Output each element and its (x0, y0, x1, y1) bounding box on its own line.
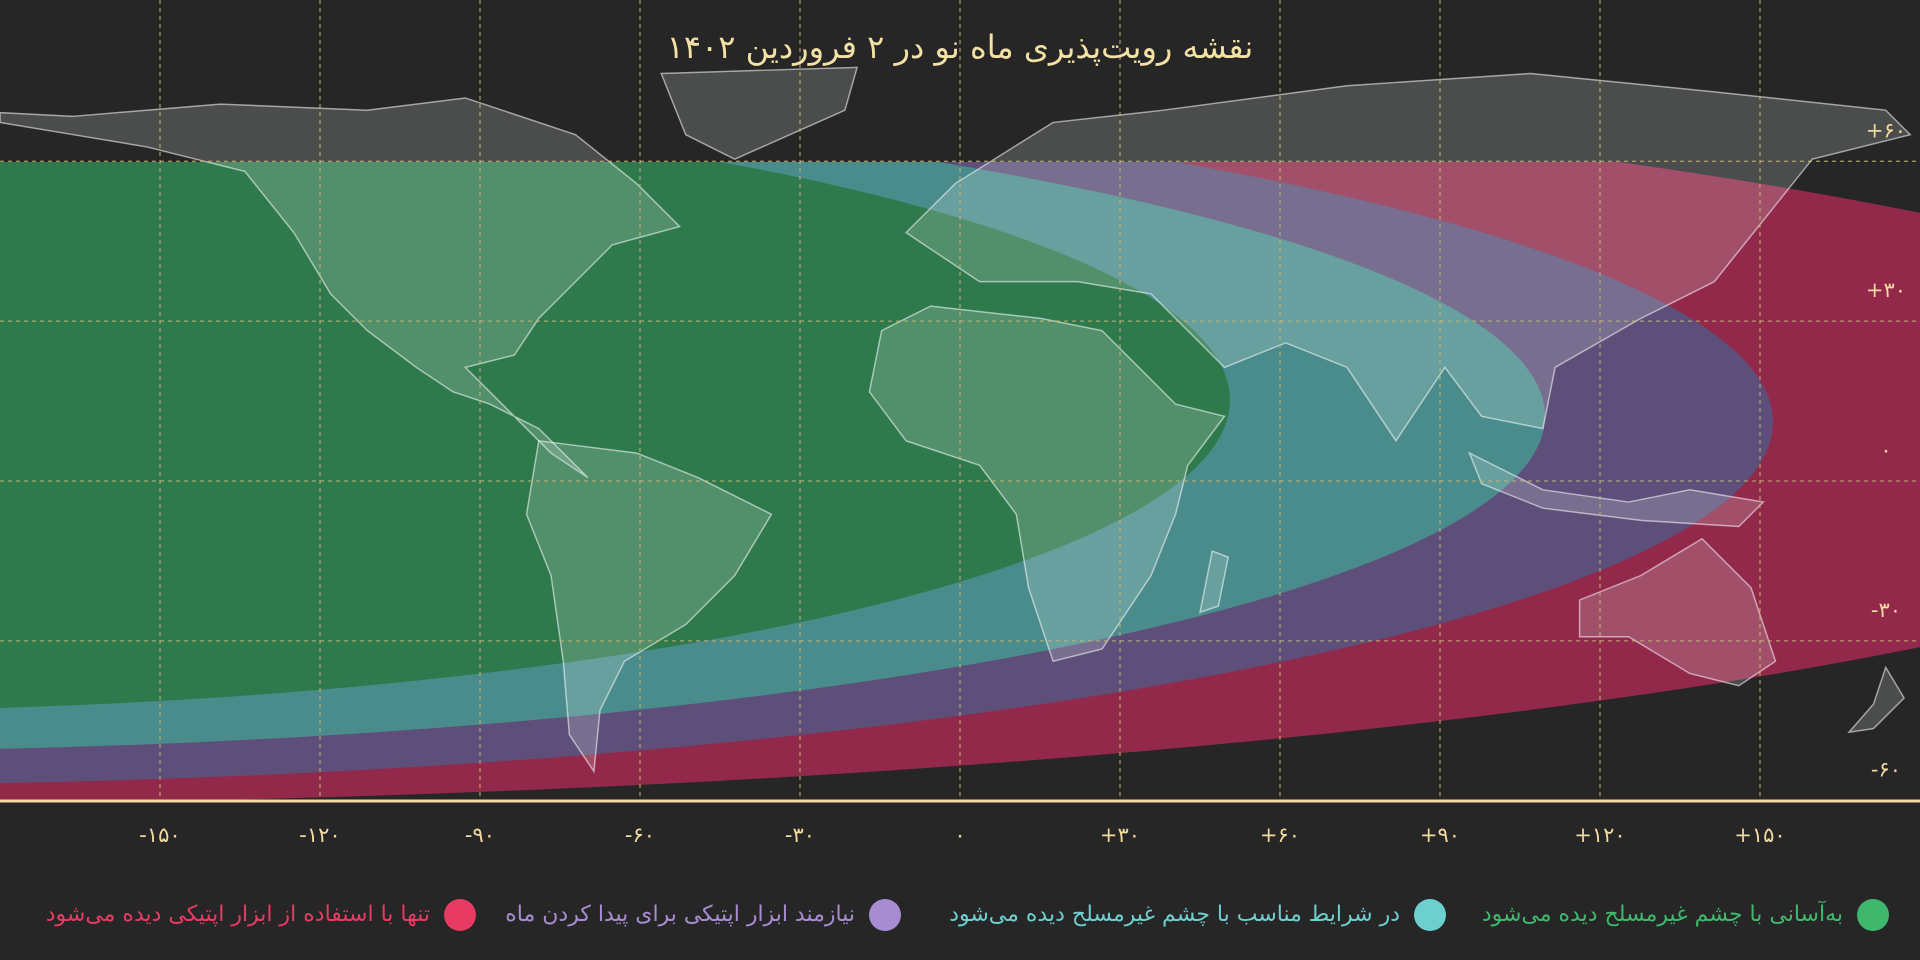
longitude-tick-label: +۹۰ (1420, 823, 1460, 847)
zone-easy (0, 162, 1230, 708)
longitude-tick-label: +۳۰ (1100, 823, 1140, 847)
north-america (0, 97, 682, 479)
legend-label: نیازمند ابزار اپتیکی برای پیدا کردن ماه (505, 902, 855, 927)
longitude-tick-label: +۱۲۰ (1574, 823, 1625, 847)
madagascar (1199, 550, 1230, 614)
latitude-tick-label: +۳۰ (1866, 278, 1906, 302)
latitude-tick-label: -۳۰ (1871, 598, 1901, 622)
longitude-tick-label: -۹۰ (465, 823, 495, 847)
legend-swatch (1414, 899, 1446, 931)
greenland (660, 66, 859, 160)
legend-label: به‌آسانی با چشم غیرمسلح دیده می‌شود (1482, 900, 1843, 927)
longitude-tick-label: -۶۰ (625, 823, 655, 847)
longitude-tick-label: ۰ (954, 823, 965, 847)
legend-label: تنها با استفاده از ابزار اپتیکی دیده می‌… (46, 902, 430, 927)
australia (1578, 537, 1777, 687)
legend-label: در شرایط مناسب با چشم غیرمسلح دیده می‌شو… (949, 902, 1400, 927)
legend-swatch (444, 899, 476, 931)
latitude-tick-label: ۰ (1880, 438, 1891, 462)
map-title: نقشه رویت‌پذیری ماه نو در ۲ فروردین ۱۴۰۲ (667, 28, 1254, 66)
legend-swatch (869, 899, 901, 931)
legend: به‌آسانی با چشم غیرمسلح دیده می‌شود در شر… (46, 899, 1889, 931)
longitude-tick-label: -۳۰ (785, 823, 815, 847)
new-zealand (1847, 665, 1906, 734)
south-america (525, 440, 773, 774)
longitude-tick-label: +۱۵۰ (1734, 823, 1785, 847)
continents (0, 66, 1912, 774)
africa (868, 305, 1226, 663)
tick-labels: -۱۵۰ -۱۲۰ -۹۰ -۶۰ -۳۰ ۰ +۳۰ +۶۰ +۹۰ +۱۲۰ +۱۵۰ +۶۰ +۳… (139, 118, 1906, 847)
latitude-tick-label: +۶۰ (1866, 118, 1906, 142)
legend-swatch (1857, 899, 1889, 931)
eurasia (904, 72, 1912, 443)
longitude-tick-label: +۶۰ (1260, 823, 1300, 847)
latitude-tick-label: -۶۰ (1871, 758, 1901, 782)
longitude-tick-label: -۱۵۰ (139, 823, 180, 847)
indonesia (1468, 451, 1765, 528)
longitude-tick-label: -۱۲۰ (299, 823, 340, 847)
